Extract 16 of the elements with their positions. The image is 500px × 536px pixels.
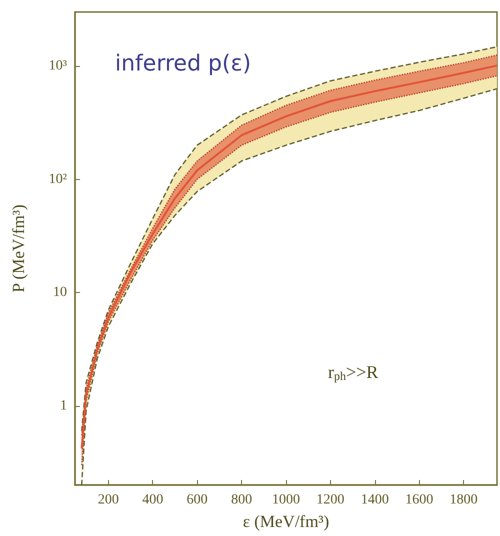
- x-tick-label: 1600: [405, 492, 434, 508]
- x-tick-label: 400: [142, 492, 164, 508]
- x-axis-title: ε (MeV/fm³): [242, 512, 330, 531]
- x-tick-label: 1800: [450, 492, 478, 508]
- x-tick-label: 1000: [272, 492, 300, 508]
- y-axis-title: P (MeV/fm³): [9, 204, 28, 293]
- x-tick-label: 1200: [316, 492, 344, 508]
- x-tick-label: 800: [231, 492, 252, 508]
- text: inferred p(ε): [115, 52, 252, 76]
- x-tick-label: 1400: [360, 492, 389, 508]
- y-tick-label: 10²: [48, 172, 67, 187]
- y-tick-label: 10: [53, 285, 67, 300]
- x-tick-label: 600: [186, 492, 208, 508]
- y-tick-label: 1: [60, 398, 67, 414]
- y-tick-label: 10³: [48, 58, 67, 74]
- x-tick-label: 200: [98, 492, 119, 508]
